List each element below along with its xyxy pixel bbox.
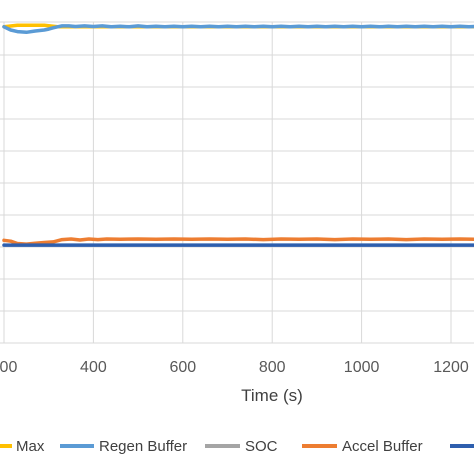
gridlines — [0, 21, 474, 344]
legend: Max Regen Buffer SOC Accel Buffer — [0, 438, 474, 455]
x-axis-title: Time (s) — [241, 386, 303, 405]
series-line-accel-buffer — [2, 237, 474, 246]
series-lines — [2, 23, 474, 247]
x-tick-label: 800 — [259, 359, 286, 376]
legend-label: Regen Buffer — [99, 438, 187, 455]
series-line-regen-buffer — [2, 24, 474, 35]
legend-label: SOC — [245, 438, 278, 455]
x-tick-label: 1200 — [433, 359, 469, 376]
x-tick-label: 1000 — [344, 359, 380, 376]
legend-label: Max — [16, 438, 45, 455]
legend-label: Accel Buffer — [342, 438, 423, 455]
x-tick-label: 600 — [169, 359, 196, 376]
x-tick-label: 400 — [80, 359, 107, 376]
x-tick-labels: 200 400 600 800 1000 1200 — [0, 359, 469, 376]
x-tick-label: 200 — [0, 359, 17, 376]
